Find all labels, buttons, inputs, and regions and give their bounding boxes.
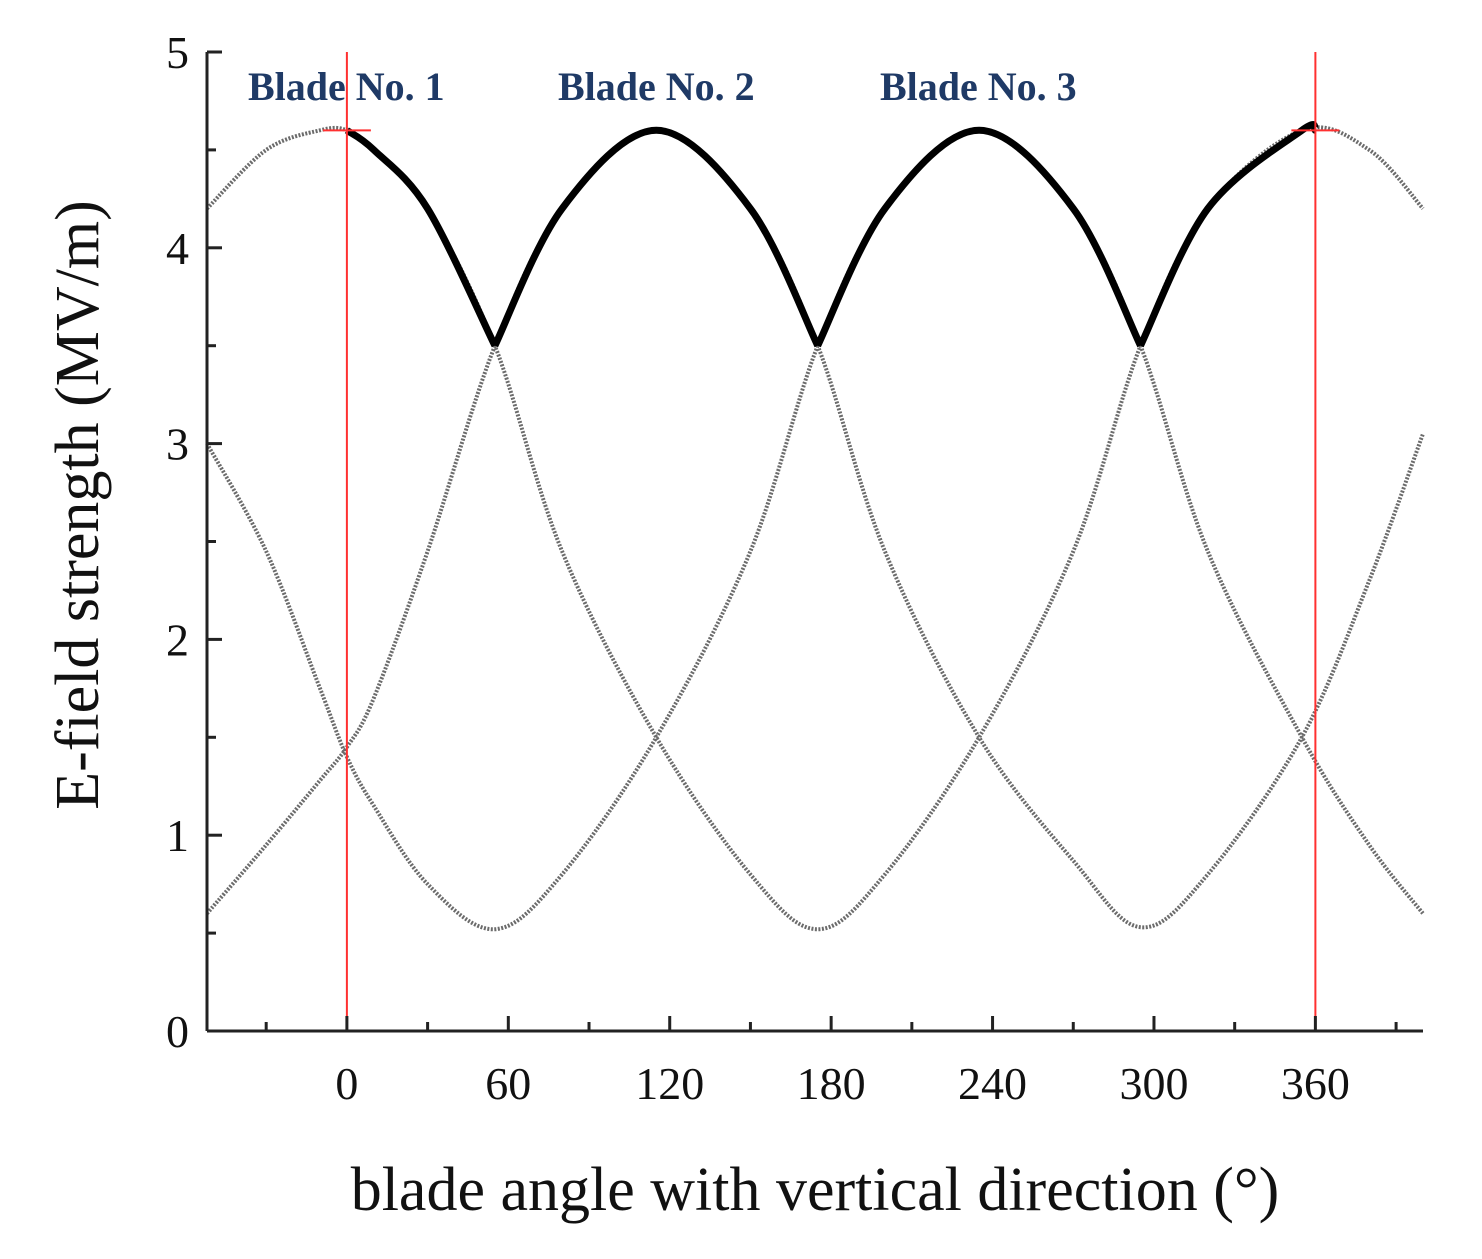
- blade-label-2: Blade No. 2: [558, 64, 755, 109]
- envelope-line: [344, 121, 1319, 348]
- x-tick-label-4: 240: [958, 1058, 1027, 1109]
- y-tick-label-1: 1: [166, 810, 189, 861]
- curves-layer: [205, 125, 1425, 932]
- y-tick-label-2: 2: [166, 614, 189, 665]
- y-tick-label-5: 5: [166, 27, 189, 78]
- tick-labels-layer: 0 1 2 3 4 5 0 60 120 180 240 300 360: [166, 27, 1350, 1109]
- series-line-2: [205, 128, 1425, 932]
- blade-label-3: Blade No. 3: [880, 64, 1077, 109]
- series-line-1: [205, 128, 1425, 930]
- y-tick-label-3: 3: [166, 419, 189, 470]
- y-axis-title: E-field strength (MV/m): [44, 200, 112, 810]
- axes-layer: [205, 50, 1423, 1033]
- x-tick-label-3: 180: [797, 1058, 866, 1109]
- x-tick-label-2: 120: [635, 1058, 704, 1109]
- x-tick-label-0: 0: [335, 1058, 358, 1109]
- x-axis-title: blade angle with vertical direction (°): [351, 1156, 1280, 1224]
- x-tick-label-1: 60: [485, 1058, 531, 1109]
- blade-label-1: Blade No. 1: [248, 64, 445, 109]
- x-tick-label-6: 360: [1281, 1058, 1350, 1109]
- series-line-3: [205, 125, 1425, 932]
- x-tick-label-5: 300: [1119, 1058, 1188, 1109]
- reference-lines-layer: [322, 52, 1340, 1031]
- envelope-layer: [344, 121, 1319, 348]
- y-tick-label-0: 0: [166, 1006, 189, 1057]
- y-tick-label-4: 4: [166, 223, 189, 274]
